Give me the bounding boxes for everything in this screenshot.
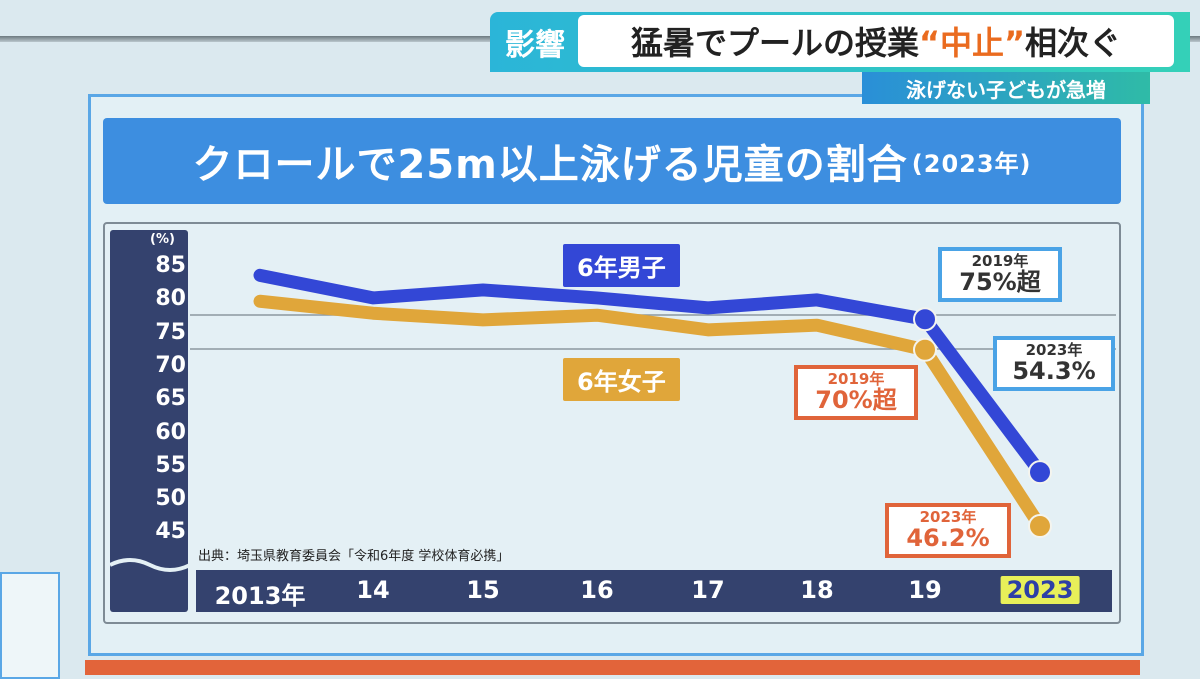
x-tick-label: 17 <box>691 576 725 604</box>
x-tick-label: 16 <box>580 576 614 604</box>
y-tick-label: 50 <box>155 486 186 512</box>
x-tick-label: 18 <box>800 576 834 604</box>
chart-title-banner: クロールで25m以上泳げる児童の割合 (2023年) <box>103 118 1121 204</box>
y-tick-label: 65 <box>155 386 186 412</box>
x-tick-label: 15 <box>466 576 500 604</box>
callout-value: 46.2% <box>906 523 990 552</box>
caption-title-before: 猛暑でプールの授業 <box>630 24 919 62</box>
callout-value: 75%超 <box>959 267 1041 296</box>
data-point <box>1028 460 1052 485</box>
series-line <box>253 268 1047 479</box>
legend-girls: 6年女子 <box>563 358 680 401</box>
data-point <box>913 337 937 362</box>
callout-year: 2023年 <box>919 508 977 526</box>
y-tick-label: 85 <box>155 253 186 278</box>
data-point <box>1028 514 1052 539</box>
y-tick-label: 60 <box>155 419 186 445</box>
source-note: 出典：埼玉県教育委員会「令和6年度 学校体育必携」 <box>198 549 510 564</box>
callout-girls-2023: 2023年 46.2% <box>885 503 1011 558</box>
y-axis-bar <box>110 230 188 612</box>
legend-boys: 6年男子 <box>563 244 680 287</box>
callout-year: 2019年 <box>971 252 1029 270</box>
caption-subtitle: 泳げない子どもが急増 <box>862 72 1150 104</box>
callout-year: 2023年 <box>1025 341 1083 359</box>
y-axis-unit: (%) <box>150 232 175 247</box>
callout-year: 2019年 <box>827 370 885 388</box>
callout-value: 70%超 <box>815 385 897 414</box>
y-tick-label: 80 <box>155 286 186 312</box>
next-panel-strip <box>85 660 1140 675</box>
callout-value: 54.3% <box>1012 356 1096 385</box>
caption-title-after: 相次ぐ <box>1025 24 1122 62</box>
caption-tag: 影響 <box>505 28 565 63</box>
x-tick-label: 14 <box>356 576 390 604</box>
data-point <box>913 307 937 332</box>
callout-boys-2023: 2023年 54.3% <box>993 336 1115 391</box>
x-tick-label: 19 <box>908 576 942 604</box>
chart-title: クロールで25m以上泳げる児童の割合 <box>192 142 908 188</box>
y-tick-label: 45 <box>155 519 186 545</box>
y-tick-label: 75 <box>155 319 186 345</box>
callout-girls-2019: 2019年 70%超 <box>794 365 918 420</box>
callout-boys-2019: 2019年 75%超 <box>938 247 1062 302</box>
y-tick-label: 55 <box>155 452 186 478</box>
series-line <box>253 294 1047 533</box>
y-tick-label: 70 <box>155 352 186 378</box>
axis-break-icon <box>109 558 191 572</box>
x-axis-bar <box>196 570 1112 612</box>
caption-title-emphasis: “中止” <box>918 24 1026 62</box>
x-tick-label: 2023 <box>1000 576 1080 604</box>
x-tick-label: 2013年 <box>214 582 306 610</box>
chart-title-suffix: (2023年) <box>911 149 1032 178</box>
caption-title: 猛暑でプールの授業 “中止” 相次ぐ <box>578 15 1174 67</box>
